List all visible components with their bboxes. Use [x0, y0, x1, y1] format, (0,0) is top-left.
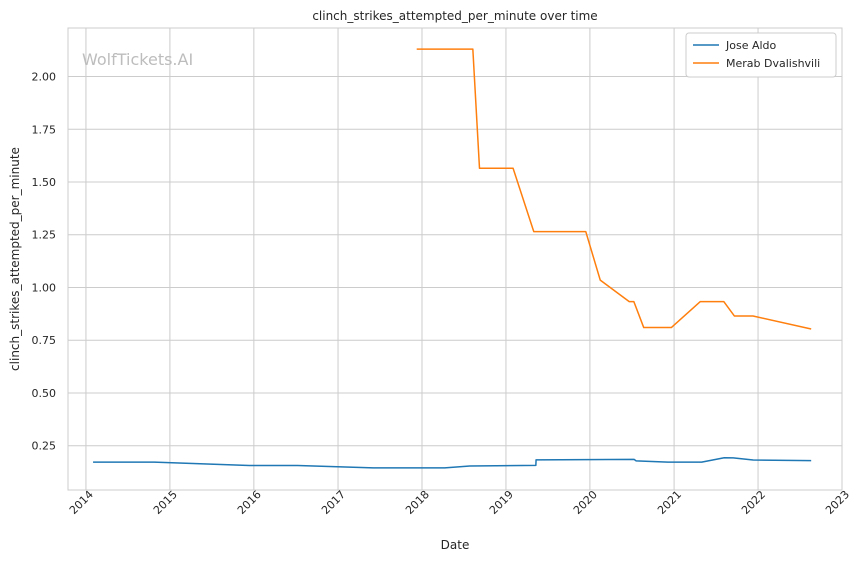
legend-label: Merab Dvalishvili: [726, 57, 820, 70]
y-axis-title: clinch_strikes_attempted_per_minute: [8, 147, 22, 371]
x-axis-title: Date: [441, 538, 470, 552]
y-tick-label: 1.50: [32, 176, 57, 189]
legend-label: Jose Aldo: [725, 39, 777, 52]
y-tick-label: 0.25: [32, 440, 57, 453]
y-tick-label: 1.00: [32, 281, 57, 294]
series-line-1: [416, 48, 812, 330]
y-axis-ticks: 0.25 0.50 0.75 1.00 1.25 1.50 1.75 2.00: [32, 71, 57, 453]
series-line-0: [93, 456, 812, 469]
chart-title: clinch_strikes_attempted_per_minute over…: [312, 9, 597, 23]
y-tick-label: 0.75: [32, 334, 57, 347]
watermark: WolfTickets.AI: [82, 50, 193, 69]
plot-area-frame: [67, 27, 843, 491]
series-layer: [93, 48, 812, 469]
y-tick-label: 2.00: [32, 71, 57, 84]
grid: [68, 28, 843, 490]
y-tick-label: 1.25: [32, 229, 57, 242]
y-tick-label: 0.50: [32, 387, 57, 400]
legend: Jose Aldo Merab Dvalishvili: [685, 32, 837, 78]
y-tick-label: 1.75: [32, 123, 57, 136]
legend-box: [685, 32, 837, 78]
